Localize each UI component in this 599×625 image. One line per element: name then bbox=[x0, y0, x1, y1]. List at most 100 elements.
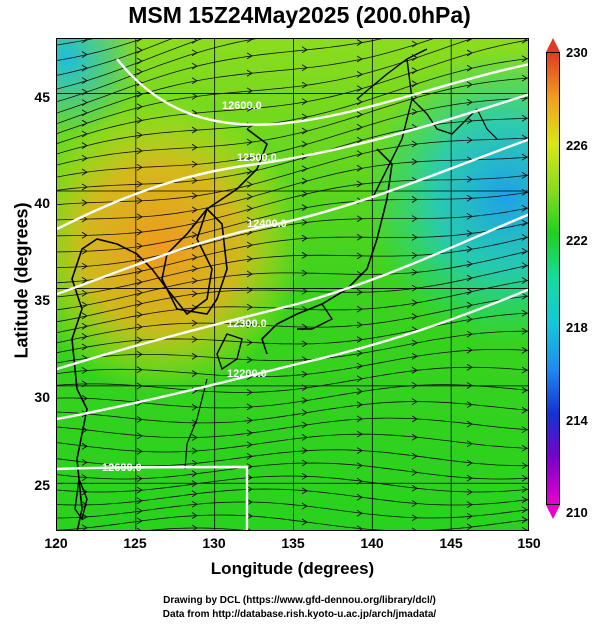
streamline-arrow bbox=[246, 416, 253, 424]
streamline-arrow bbox=[411, 233, 418, 241]
streamline-arrow bbox=[81, 524, 88, 530]
streamline-arrow bbox=[136, 486, 143, 494]
streamline-arrow bbox=[81, 142, 88, 149]
streamline-arrow bbox=[191, 206, 198, 214]
streamline-arrow bbox=[356, 430, 363, 438]
colorbar-tick-label: 218 bbox=[566, 320, 588, 335]
streamline-arrow bbox=[411, 415, 418, 423]
streamline-arrow bbox=[411, 268, 418, 276]
streamline-arrow bbox=[301, 204, 308, 211]
streamline-arrow bbox=[191, 49, 198, 57]
streamline-arrow bbox=[191, 62, 198, 70]
streamline-arrow bbox=[136, 68, 143, 76]
streamline-arrow bbox=[136, 366, 143, 374]
streamline-arrow bbox=[521, 327, 528, 335]
streamline-arrow bbox=[246, 153, 253, 161]
colorbar bbox=[546, 52, 560, 505]
streamline-arrow bbox=[356, 98, 363, 106]
streamline-arrow bbox=[136, 300, 143, 307]
streamline-arrow bbox=[521, 114, 528, 122]
streamline-arrow bbox=[81, 322, 88, 330]
streamline-arrow bbox=[191, 335, 198, 343]
streamline-arrow bbox=[301, 64, 308, 72]
streamline-arrow bbox=[356, 55, 363, 63]
streamline-arrow bbox=[356, 70, 363, 78]
streamline-arrow bbox=[301, 165, 308, 173]
streamline-arrow bbox=[356, 336, 363, 343]
streamline-arrow bbox=[466, 288, 473, 295]
streamline-arrow bbox=[136, 46, 143, 54]
streamline-arrow bbox=[466, 523, 473, 530]
streamline-arrow bbox=[246, 339, 253, 346]
streamline-arrow bbox=[356, 462, 363, 470]
contour-line bbox=[57, 465, 249, 530]
streamline-arrow bbox=[521, 444, 528, 452]
streamline-arrow bbox=[521, 292, 528, 300]
streamline-arrow bbox=[136, 180, 143, 188]
streamline-arrow bbox=[521, 526, 528, 530]
streamline-arrow bbox=[521, 55, 528, 63]
streamline-arrow bbox=[411, 313, 418, 320]
streamline-arrow bbox=[191, 277, 198, 285]
streamline-arrow bbox=[191, 192, 198, 200]
streamline-arrow bbox=[81, 130, 88, 138]
streamline-arrow bbox=[246, 429, 253, 437]
contour-label: 12600.0 bbox=[222, 100, 262, 112]
streamline-arrow bbox=[191, 231, 198, 239]
streamline-arrow bbox=[466, 401, 473, 408]
streamline-arrow bbox=[246, 498, 253, 506]
streamline-arrow bbox=[466, 488, 473, 496]
streamline-arrow bbox=[81, 247, 88, 255]
streamline-arrow bbox=[356, 509, 363, 517]
streamline-arrow bbox=[191, 352, 198, 360]
streamline-arrow bbox=[81, 367, 88, 374]
lat-lon-grid bbox=[57, 39, 528, 530]
streamline-arrow bbox=[136, 507, 143, 515]
streamline-arrow bbox=[466, 274, 473, 282]
streamline-arrow bbox=[246, 452, 253, 460]
streamline-arrow bbox=[246, 270, 253, 278]
x-axis-title: Longitude (degrees) bbox=[210, 559, 375, 578]
streamline-arrow bbox=[246, 321, 253, 329]
streamline-arrow bbox=[136, 213, 143, 221]
streamline-arrow bbox=[411, 398, 418, 405]
streamline-arrow bbox=[301, 113, 308, 121]
streamline-arrow bbox=[411, 527, 417, 530]
streamline-arrow bbox=[246, 181, 253, 188]
streamline-arrow bbox=[466, 346, 473, 354]
streamline-arrow bbox=[301, 153, 308, 161]
streamline-arrow bbox=[246, 216, 253, 224]
streamline-arrow bbox=[136, 39, 143, 43]
streamline-arrow bbox=[191, 459, 198, 467]
streamline-arrow bbox=[466, 315, 473, 323]
colorbar-tick-label: 210 bbox=[566, 505, 588, 520]
streamline-arrow bbox=[81, 312, 88, 320]
streamline-arrow bbox=[356, 401, 363, 409]
streamline-arrow bbox=[81, 474, 88, 481]
streamline-arrow bbox=[136, 432, 143, 440]
streamline-arrow bbox=[81, 301, 88, 309]
streamline-arrow bbox=[246, 474, 253, 481]
streamline-arrow bbox=[411, 484, 418, 492]
map-plot-area: 12600.0 12500.0 12400.0 12300.0 12200.0 12600… bbox=[56, 38, 529, 531]
streamline-arrow bbox=[411, 433, 418, 441]
streamline-arrow bbox=[191, 77, 198, 85]
streamline-arrow bbox=[356, 150, 363, 158]
streamline-arrow bbox=[136, 267, 143, 275]
credit-data-source: Data from http://database.rish.kyoto-u.a… bbox=[162, 609, 437, 620]
streamline-arrow bbox=[356, 288, 363, 296]
x-tick-label: 130 bbox=[202, 535, 226, 551]
streamline-arrow bbox=[301, 127, 308, 135]
streamline-arrow bbox=[191, 470, 198, 478]
streamline-arrow bbox=[191, 524, 198, 530]
streamline-arrow bbox=[466, 459, 473, 467]
streamline-arrow bbox=[246, 105, 253, 112]
streamline-arrow bbox=[356, 305, 363, 313]
streamline-arrow bbox=[191, 319, 198, 327]
streamline-arrow bbox=[246, 241, 253, 249]
contour-line bbox=[57, 138, 528, 296]
streamline-arrow bbox=[191, 143, 198, 151]
streamline-arrow bbox=[246, 255, 253, 263]
streamline-arrow bbox=[136, 448, 143, 455]
colorbar-tick-label: 214 bbox=[566, 413, 588, 428]
